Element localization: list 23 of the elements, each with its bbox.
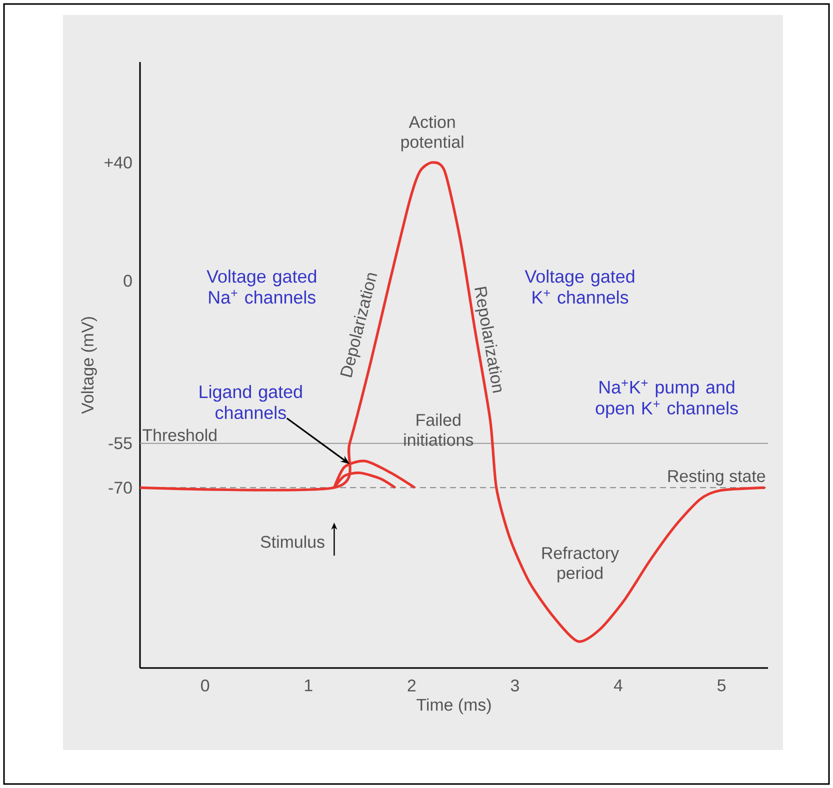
ref-line-label: Resting state [668, 470, 766, 486]
annotation: Na$^{+}$K$^{+}$ pump and open K$^{+}$ channels [596, 380, 738, 418]
x-tick-label: 0 [201, 680, 210, 692]
annotation: Refractory period [542, 546, 620, 582]
y-tick-label: +40 [104, 156, 132, 168]
y-tick-label: 0 [124, 274, 132, 287]
x-tick-label: 3 [510, 680, 519, 692]
annotation: Voltage gated Na$^{+}$ channels [206, 270, 316, 304]
annotation: Repolarization [474, 286, 502, 393]
ref-line-label: Threshold [142, 428, 216, 442]
x-tick-label: 4 [614, 680, 622, 692]
y-tick-label: -70 [108, 482, 132, 494]
x-tick-label: 5 [717, 680, 726, 692]
x-tick-label: 1 [304, 680, 312, 692]
annotation: Voltage gated K$^{+}$ channels [524, 270, 634, 304]
annotation: Stimulus [260, 535, 324, 548]
annotation: Action potential [401, 116, 464, 152]
x-axis-title: Time (ms) [416, 698, 491, 714]
y-tick-label: -55 [108, 437, 132, 450]
annotation: Failed initiations [404, 414, 474, 446]
annotation: Ligand gated channels [200, 384, 302, 420]
y-axis-title: Voltage (mV) [81, 317, 97, 414]
x-tick-label: 2 [408, 680, 416, 692]
